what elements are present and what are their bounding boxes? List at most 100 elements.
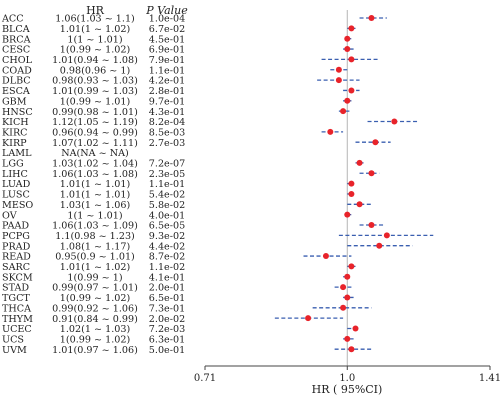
row-label: LUSC	[2, 190, 30, 201]
hr-ci-text: 1(0.99 ~ 1.02)	[60, 45, 130, 56]
p-value: 8.7e-02	[149, 252, 185, 263]
p-value: 2.3e-05	[149, 169, 185, 180]
hr-ci-text: 0.98(0.93 ~ 1.03)	[52, 76, 138, 87]
hr-ci-text: 1.01(1 ~ 1.02)	[60, 24, 130, 35]
hr-ci-text: 0.99(0.92 ~ 1.06)	[52, 303, 138, 314]
hr-point	[391, 118, 398, 125]
row-label: SARC	[2, 262, 30, 273]
p-value: 4.1e-01	[149, 272, 185, 283]
hr-point	[344, 97, 351, 104]
hr-ci-text: 1.08(1 ~ 1.17)	[60, 241, 130, 252]
row-label: ACC	[1, 14, 24, 25]
hr-point	[327, 128, 334, 135]
p-value: 1.1e-01	[149, 65, 185, 76]
hr-point	[356, 159, 363, 166]
p-value: 4.5e-01	[149, 34, 185, 45]
row-label: GBM	[2, 96, 27, 107]
p-value: 4.2e-01	[149, 76, 185, 87]
p-value-column-header: P Value	[145, 4, 188, 17]
p-value: 7.2e-07	[149, 159, 185, 170]
hr-point	[368, 222, 375, 228]
x-tick-label: 1.41	[479, 373, 500, 384]
p-value: 8.5e-03	[149, 127, 185, 138]
p-value: 4.4e-02	[149, 241, 185, 252]
row-label: CESC	[2, 45, 30, 56]
p-value: 9.3e-02	[149, 231, 185, 242]
hr-ci-text: 1.03(1.02 ~ 1.04)	[52, 159, 138, 170]
row-label: THYM	[2, 314, 33, 325]
hr-ci-text: 1.1(0.98 ~ 1.23)	[55, 231, 135, 242]
row-label: ESCA	[2, 86, 31, 97]
p-value: 9.7e-01	[149, 96, 185, 107]
hr-ci-text: 1.01(1 ~ 1.01)	[60, 190, 130, 201]
p-value: 6.7e-02	[149, 24, 185, 35]
hr-ci-text: 0.98(0.96 ~ 1)	[60, 65, 130, 76]
row-label: KICH	[2, 117, 29, 128]
row-label: UCEC	[2, 324, 32, 335]
hr-ci-text: 1.01(0.99 ~ 1.03)	[52, 86, 138, 97]
row-label: KIRP	[2, 138, 27, 149]
p-value: 1.0e-04	[149, 14, 185, 25]
hr-ci-text: 0.99(0.97 ~ 1.01)	[52, 283, 138, 294]
p-value: 7.2e-03	[149, 324, 185, 335]
hr-point	[344, 211, 351, 218]
hr-point	[322, 253, 329, 260]
row-label: LIHC	[2, 169, 28, 180]
x-axis-label: HR ( 95%CI)	[312, 383, 383, 396]
row-label: HNSC	[2, 107, 33, 118]
x-tick-label: 1.0	[339, 373, 355, 384]
hr-point	[335, 66, 342, 73]
p-value: 2.0e-02	[149, 314, 185, 325]
hr-point	[340, 108, 347, 115]
row-label: DLBC	[2, 76, 31, 87]
hr-point	[340, 304, 347, 311]
hr-point	[348, 25, 355, 32]
hr-ci-text: NA(NA ~ NA)	[61, 148, 129, 159]
hr-point	[340, 284, 347, 291]
hr-point	[348, 263, 355, 270]
p-value: 8.2e-04	[149, 117, 185, 128]
hr-ci-text: 1.06(1.03 ~ 1.1)	[55, 14, 135, 25]
hr-ci-text: 1.12(1.05 ~ 1.19)	[52, 117, 138, 128]
hr-ci-text: 0.99(0.98 ~ 1.01)	[52, 107, 138, 118]
p-value: 7.9e-01	[149, 55, 185, 66]
hr-point	[348, 346, 355, 353]
hr-ci-text: 1(0.99 ~ 1.02)	[60, 334, 130, 345]
x-axis: HR ( 95%CI) 0.71 1.0 1.41	[194, 365, 500, 396]
p-value: 2.7e-03	[149, 138, 185, 149]
p-value: 7.3e-01	[149, 303, 185, 314]
p-value: 2.0e-01	[149, 283, 185, 294]
row-label: PAAD	[2, 221, 29, 232]
row-label: COAD	[2, 65, 32, 76]
p-value: 5.4e-02	[149, 190, 185, 201]
row-label: PRAD	[2, 241, 31, 252]
p-value: 1.1e-02	[149, 262, 185, 273]
p-value: 6.5e-05	[149, 221, 185, 232]
hr-ci-text: 1(0.99 ~ 1)	[67, 272, 122, 283]
hr-ci-text: 1.06(1.03 ~ 1.09)	[52, 221, 138, 232]
hr-point	[348, 87, 355, 94]
hr-point	[383, 232, 390, 239]
row-label: TGCT	[2, 293, 30, 304]
p-value: 2.8e-01	[149, 86, 185, 97]
hr-point	[344, 273, 351, 280]
hr-column-header: HR	[86, 4, 105, 17]
row-label: LUAD	[2, 179, 31, 190]
hr-ci-text: 1.01(1 ~ 1.01)	[60, 179, 130, 190]
p-value: 4.3e-01	[149, 107, 185, 118]
hr-point	[348, 190, 355, 197]
hr-point	[305, 315, 312, 322]
p-value: 5.0e-01	[149, 345, 185, 356]
row-label: PCPG	[2, 231, 30, 242]
hr-point	[368, 15, 375, 21]
hr-ci-text: 0.96(0.94 ~ 0.99)	[52, 127, 138, 138]
x-tick-label: 0.71	[194, 373, 216, 384]
hr-point	[348, 180, 355, 187]
hr-ci-text: 1.07(1.02 ~ 1.11)	[52, 138, 138, 149]
row-label: LAML	[2, 148, 32, 159]
row-label: UVM	[2, 345, 27, 356]
table-columns: HR P Value ACC 1.06(1.03 ~ 1.1) 1.0e-04 BLC…	[1, 4, 188, 356]
p-value: 5.8e-02	[149, 200, 185, 211]
row-label: LGG	[2, 159, 24, 170]
